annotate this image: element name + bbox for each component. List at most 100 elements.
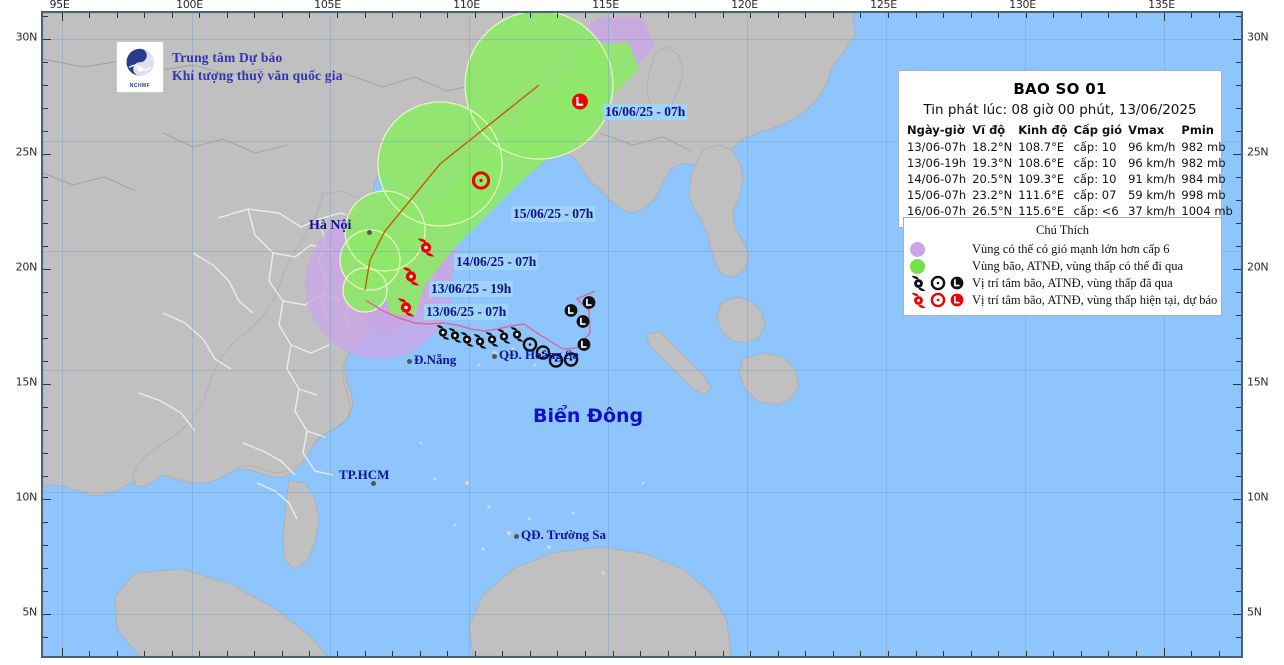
axis-tick — [860, 651, 862, 656]
past-track-line — [364, 290, 596, 350]
axis-tick — [419, 651, 421, 656]
lon-axis-label: 110E — [453, 0, 480, 11]
forecast-table-header: Ngày-giờ Vĩ độ Kinh độ Cấp gió Vmax Pmin — [900, 123, 1233, 139]
axis-tick — [43, 613, 51, 615]
lat-axis-label-right: 20N — [1247, 260, 1269, 273]
axis-tick — [43, 38, 51, 40]
lat-axis-label-left: 10N — [15, 490, 38, 503]
city-marker-dot — [514, 534, 519, 539]
axis-tick — [1135, 651, 1137, 656]
past-position-marker — [459, 332, 475, 353]
axis-tick — [1218, 651, 1220, 656]
past-position-marker — [522, 337, 538, 358]
legend-item: Vùng bão, ATNĐ, vùng thấp có thể đi qua — [904, 258, 1221, 275]
lat-axis-label-left: 20N — [15, 260, 38, 273]
legend-item-label: Vùng bão, ATNĐ, vùng thấp có thể đi qua — [972, 258, 1184, 273]
map-frame[interactable]: 13/06/25 - 07h 13/06/25 - 19h 14/06/25 - 0… — [41, 11, 1243, 658]
forecast-cell: 14/06-07h — [907, 172, 967, 186]
axis-tick — [943, 13, 945, 18]
forecast-cell: 982 mb — [1181, 140, 1226, 154]
past-position-marker — [484, 332, 500, 353]
forecast-cell: 115.6°E — [1018, 204, 1065, 218]
red-storm-icons — [904, 292, 972, 308]
lon-axis-label: 125E — [870, 0, 897, 11]
forecast-time-label: 13/06/25 - 07h — [424, 304, 509, 320]
axis-tick — [43, 383, 51, 385]
axis-tick — [171, 651, 173, 656]
gridline-lat-5n — [43, 613, 1241, 615]
axis-tick — [1025, 651, 1027, 656]
axis-tick — [144, 13, 146, 18]
axis-tick — [226, 651, 228, 656]
past-position-marker — [447, 328, 463, 349]
axis-tick — [695, 651, 697, 656]
land-malay-peninsula — [282, 480, 320, 570]
lon-axis-label: 120E — [731, 0, 758, 11]
past-position-marker — [563, 352, 579, 373]
legend-title: Chú Thích — [1036, 223, 1089, 237]
forecast-cell: 96 km/h — [1128, 156, 1176, 170]
past-position-marker — [472, 334, 488, 355]
axis-tick — [474, 651, 476, 656]
uncertainty-circle-outlines — [339, 13, 614, 313]
axis-tick — [43, 590, 48, 592]
lat-axis-label-right: 25N — [1247, 145, 1269, 158]
axis-tick — [529, 651, 531, 656]
gridline-lon-130e — [1024, 13, 1026, 656]
map-canvas[interactable]: 13/06/25 - 07h 13/06/25 - 19h 14/06/25 - 0… — [43, 13, 1241, 656]
legend-item-label: Vị trí tâm bão, ATNĐ, vùng thấp hiện tại… — [972, 292, 1218, 307]
axis-tick — [226, 13, 228, 18]
past-position-marker — [435, 325, 451, 346]
axis-tick — [43, 337, 48, 339]
axis-tick — [1236, 406, 1241, 408]
gridline-lat-30n — [43, 38, 1241, 40]
axis-tick — [1053, 13, 1055, 18]
axis-tick — [43, 61, 48, 63]
axis-tick — [584, 13, 586, 18]
forecast-col-0: Ngày-giờ — [907, 123, 965, 137]
axis-tick — [43, 544, 48, 546]
axis-tick — [199, 13, 201, 18]
axis-tick — [915, 13, 917, 18]
forecast-position-marker — [570, 92, 590, 117]
forecast-cell: cấp: 10 — [1073, 140, 1117, 154]
axis-tick — [43, 429, 48, 431]
axis-tick — [695, 13, 697, 18]
axis-tick — [1236, 360, 1241, 362]
axis-tick — [1236, 222, 1241, 224]
forecast-cell: 96 km/h — [1128, 140, 1176, 154]
gridline-lon-115e — [607, 13, 609, 656]
axis-tick — [447, 651, 449, 656]
axis-tick — [640, 13, 642, 18]
lat-axis-label-right: 15N — [1247, 375, 1269, 388]
storm-info-panel: BAO SO 01 Tin phát lúc: 08 giờ 00 phút, … — [898, 70, 1233, 228]
axis-tick — [1163, 648, 1165, 656]
axis-tick — [43, 360, 48, 362]
past-position-marker — [548, 353, 564, 374]
axis-tick — [1236, 590, 1241, 592]
gridline-lon-105e — [329, 13, 331, 656]
forecast-position-marker — [396, 298, 416, 323]
reef-markers — [419, 347, 645, 575]
axis-tick — [1236, 636, 1241, 638]
axis-tick — [43, 268, 51, 270]
city-label: QĐ. Trường Sa — [521, 527, 606, 542]
forecast-cell: 23.2°N — [972, 188, 1013, 202]
lat-axis-label-right: 10N — [1247, 490, 1269, 503]
city-marker-dot — [367, 230, 372, 235]
axis-tick — [1236, 107, 1241, 109]
axis-tick — [750, 13, 752, 18]
axis-tick — [1236, 567, 1241, 569]
axis-tick — [1236, 61, 1241, 63]
lat-axis-label-left: 30N — [15, 30, 38, 43]
forecast-col-3: Cấp gió — [1073, 123, 1123, 137]
axis-tick — [722, 13, 724, 18]
forecast-row: 15/06-07h 23.2°N 111.6°E cấp: 07 59 km/h 998 … — [900, 187, 1233, 203]
axis-tick — [777, 651, 779, 656]
axis-tick — [529, 13, 531, 18]
axis-tick — [1191, 651, 1193, 656]
storm-title: BAO SO 01 — [1013, 80, 1107, 98]
issue-time: Tin phát lúc: 08 giờ 00 phút, 13/06/2025 — [923, 102, 1197, 118]
gridline-lat-15n — [43, 369, 1241, 371]
